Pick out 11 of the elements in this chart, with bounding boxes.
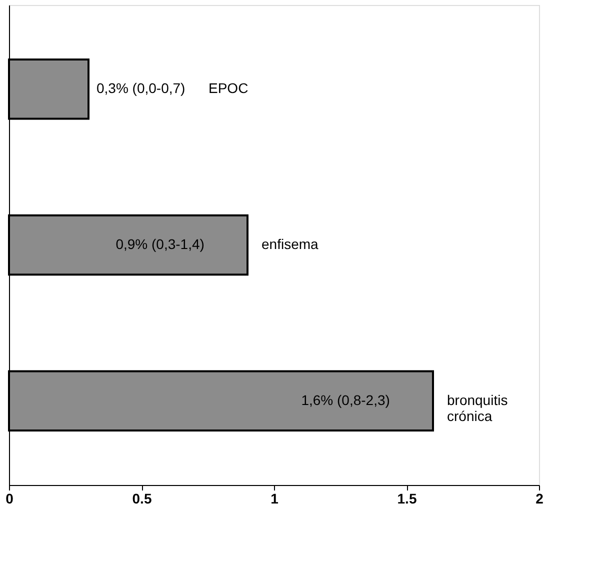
x-tick-label: 0 (6, 490, 14, 506)
data-label: 1,6% (0,8-2,3) (301, 392, 390, 408)
data-label: 0,9% (0,3-1,4) (116, 236, 204, 252)
x-tick-label: 1.5 (397, 490, 417, 506)
x-tick-label: 0.5 (132, 490, 152, 506)
y-tick-label: EPOC (208, 80, 248, 96)
y-tick-label: bronquitis crónica (447, 392, 508, 424)
data-label: 0,3% (0,0-0,7) (96, 80, 186, 96)
x-tick-label: 2 (536, 490, 544, 506)
x-tick-label: 1 (270, 490, 279, 506)
y-tick-label: enfisema (262, 236, 319, 252)
